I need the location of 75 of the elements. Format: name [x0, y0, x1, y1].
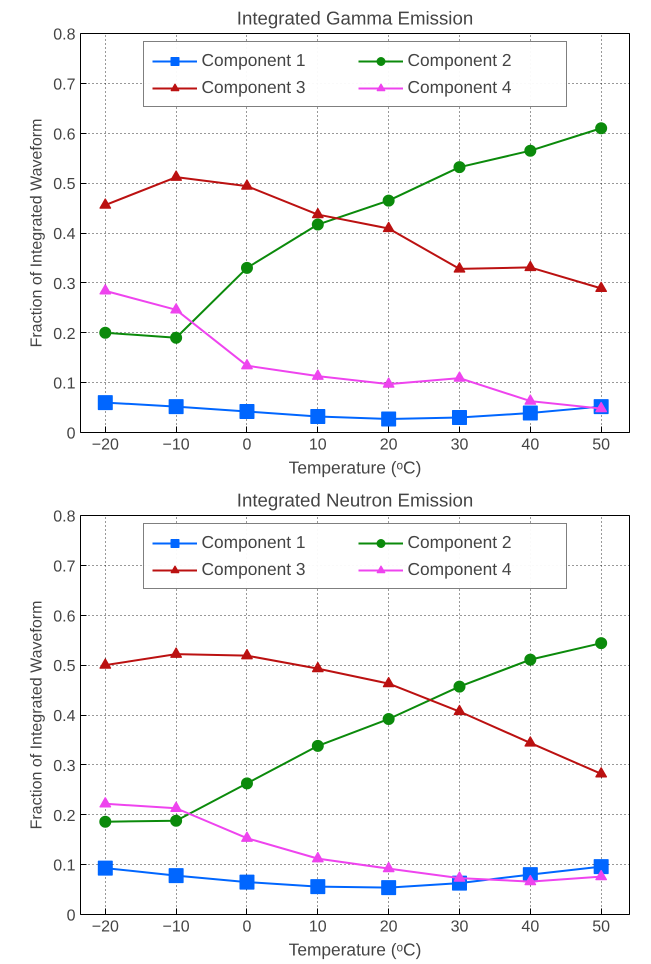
chart-title: Integrated Neutron Emission — [236, 490, 474, 510]
point — [382, 676, 395, 688]
y-tick-label: 0.1 — [53, 858, 76, 875]
point — [382, 713, 395, 725]
x-axis-title: Temperature (ᵒC) — [288, 940, 422, 960]
point — [239, 874, 254, 890]
x-tick-label: 20 — [380, 436, 398, 454]
point — [595, 767, 608, 778]
point — [99, 796, 112, 808]
y-tick-label: 0.3 — [53, 758, 76, 775]
x-tick-label: −20 — [92, 918, 119, 936]
y-tick-label: 0.2 — [53, 326, 76, 343]
point — [453, 871, 466, 882]
point — [170, 814, 182, 827]
point — [524, 874, 536, 886]
point — [312, 852, 324, 862]
legend-label: Component 1 — [202, 532, 307, 553]
x-tick-label: 30 — [450, 918, 468, 936]
y-axis-title: Fraction of Integrated Waveform — [28, 118, 46, 348]
legend-label: Component 2 — [408, 532, 513, 553]
y-tick-label: 0.7 — [53, 558, 76, 576]
y-tick-label: 0.5 — [53, 176, 76, 194]
x-axis-title: Temperature (ᵒC) — [288, 458, 422, 478]
y-tick-label: 0.6 — [53, 608, 76, 626]
x-tick-label: −20 — [92, 436, 119, 454]
x-tick-label: 0 — [242, 436, 252, 454]
point — [453, 704, 466, 716]
point — [595, 870, 608, 880]
point — [240, 831, 253, 842]
y-tick-label: 0.5 — [53, 658, 76, 676]
x-tick-label: 10 — [308, 436, 327, 454]
point — [240, 648, 253, 660]
y-tick-label: 0.8 — [53, 508, 76, 526]
point — [99, 816, 112, 828]
y-tick-label: 0.7 — [53, 76, 76, 94]
y-tick-label: 0.4 — [53, 226, 76, 243]
x-tick-label: 50 — [592, 436, 610, 454]
x-tick-label: 20 — [380, 918, 398, 936]
point — [168, 868, 184, 884]
point — [524, 736, 536, 747]
chart-title: Integrated Gamma Emission — [236, 8, 474, 28]
y-tick-label: 0 — [66, 426, 76, 442]
y-tick-label: 0.6 — [53, 126, 76, 144]
point — [381, 880, 396, 896]
y-tick-label: 0.4 — [53, 708, 76, 725]
point — [594, 859, 609, 874]
x-tick-label: −10 — [162, 918, 190, 936]
y-tick-label: 0.3 — [53, 276, 76, 293]
y-tick-label: 0.1 — [53, 376, 76, 393]
legend-label: Component 2 — [408, 50, 513, 71]
point — [98, 860, 113, 876]
point — [312, 740, 324, 752]
point — [310, 879, 326, 894]
x-tick-label: 40 — [521, 918, 540, 936]
x-tick-label: 50 — [592, 918, 610, 936]
legend-label: Component 3 — [202, 559, 307, 580]
legend-label: Component 1 — [202, 50, 307, 71]
legend-label: Component 3 — [202, 77, 307, 98]
y-axis-title: Fraction of Integrated Waveform — [28, 600, 46, 830]
point — [170, 801, 182, 812]
point — [240, 777, 253, 790]
x-tick-label: 0 — [242, 918, 252, 936]
legend-label: Component 4 — [408, 559, 513, 580]
point — [170, 647, 182, 658]
y-tick-label: 0 — [66, 908, 76, 924]
x-tick-label: 30 — [450, 436, 468, 454]
point — [382, 862, 395, 872]
legend-label: Component 4 — [408, 77, 513, 98]
y-tick-label: 0.2 — [53, 808, 76, 825]
x-tick-label: −10 — [162, 436, 190, 454]
x-tick-label: 10 — [308, 918, 327, 936]
point — [99, 658, 112, 669]
point — [312, 662, 324, 672]
y-tick-label: 0.8 — [53, 26, 76, 44]
x-tick-label: 40 — [521, 436, 540, 454]
